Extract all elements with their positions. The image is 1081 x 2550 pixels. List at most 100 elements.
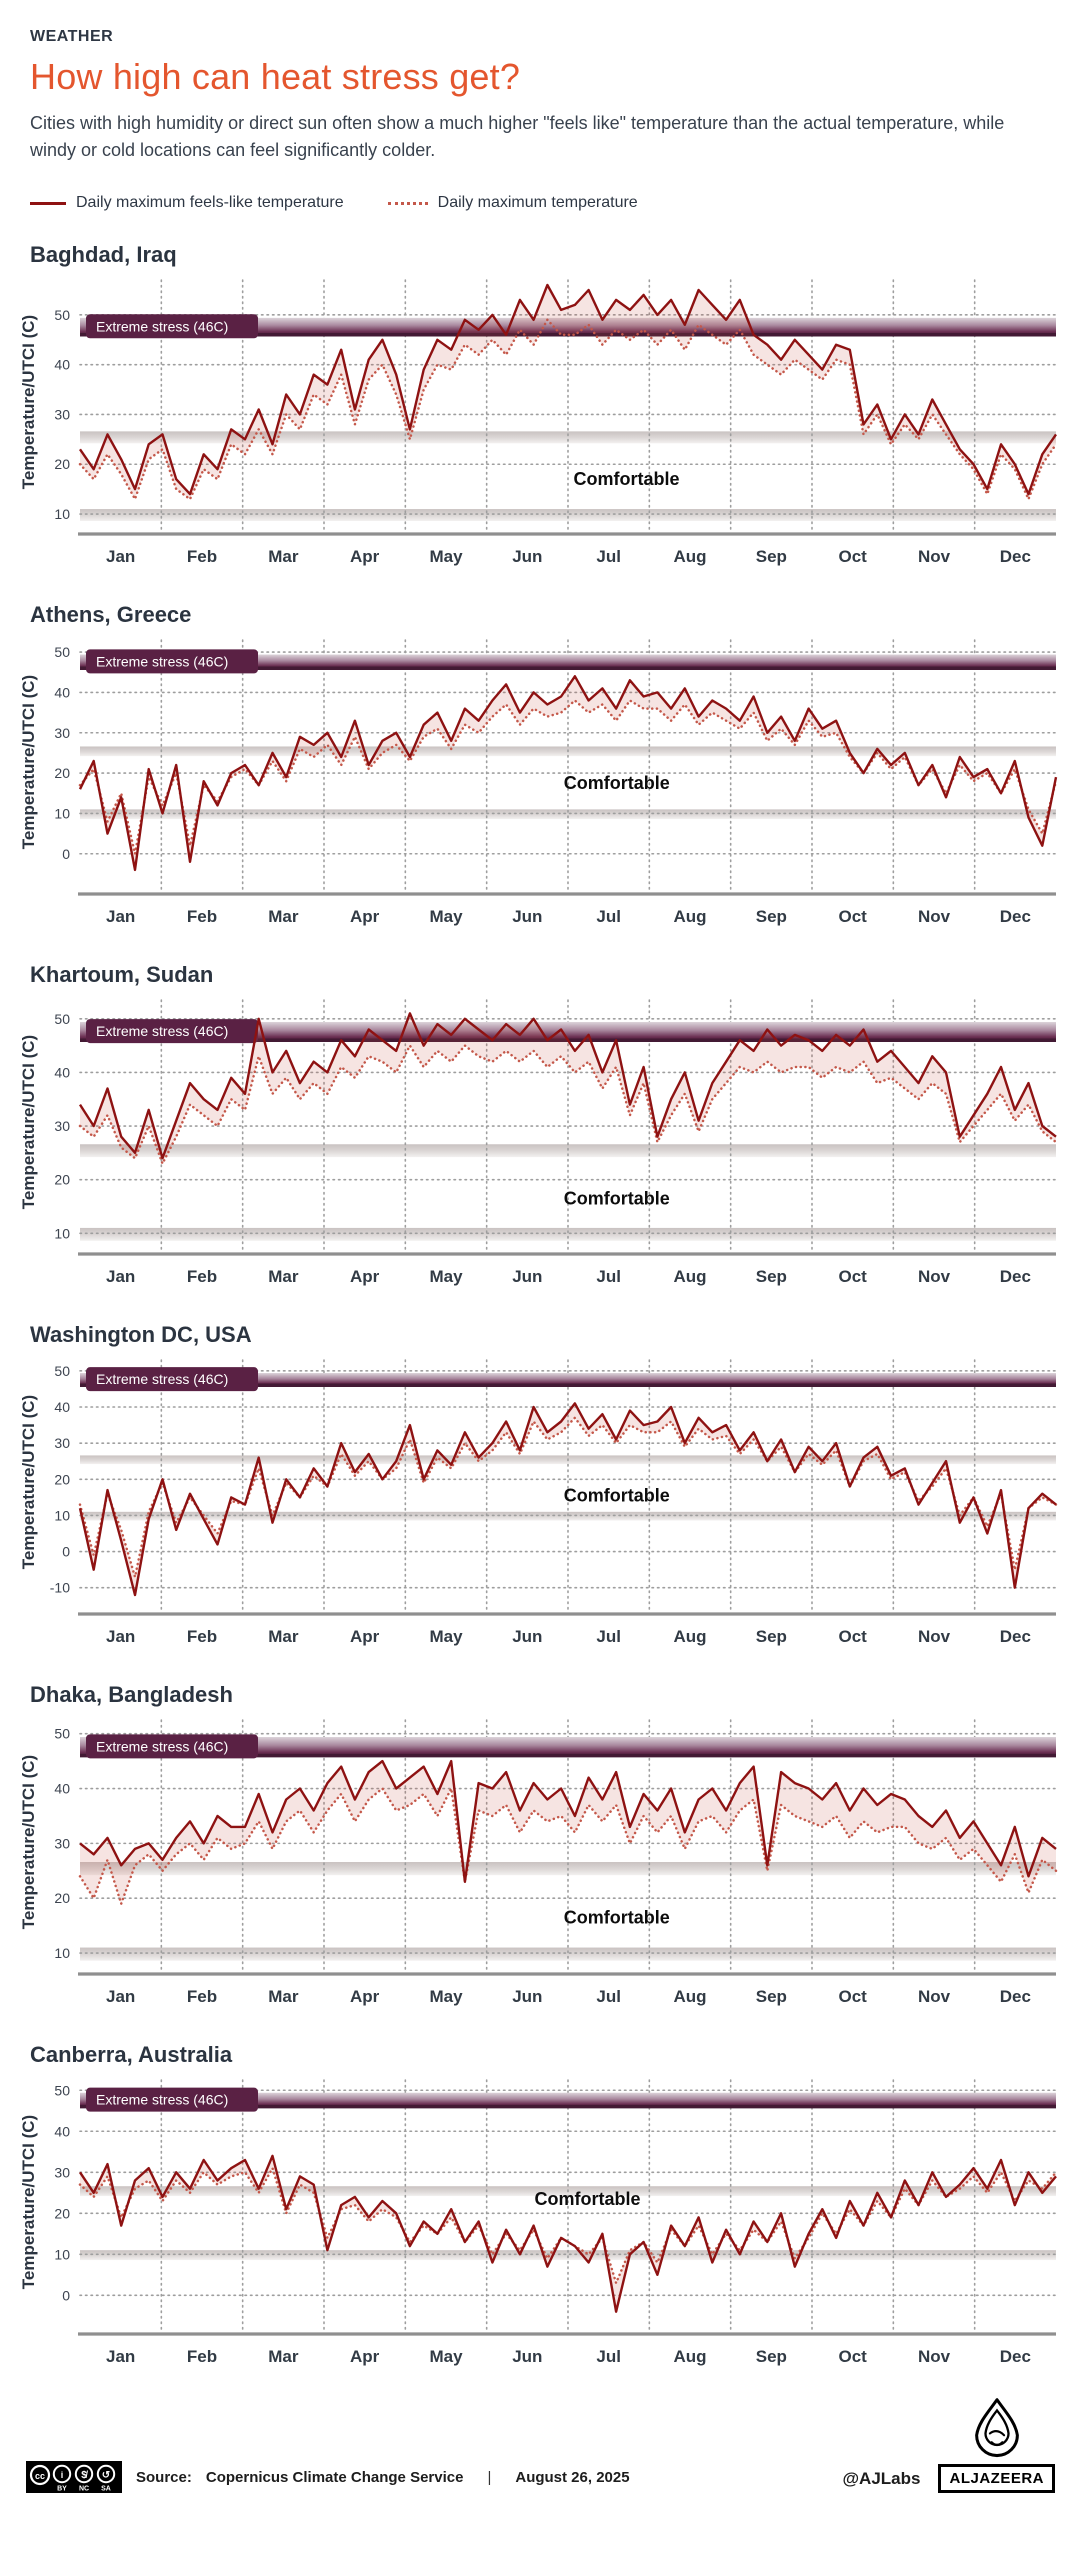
svg-text:40: 40 xyxy=(54,1781,70,1797)
svg-text:cc: cc xyxy=(35,2471,45,2481)
svg-text:10: 10 xyxy=(54,1945,70,1961)
svg-text:30: 30 xyxy=(54,406,70,422)
svg-text:40: 40 xyxy=(54,357,70,373)
legend-label: Daily maximum feels-like temperature xyxy=(76,194,344,211)
svg-text:Jan: Jan xyxy=(106,1267,135,1286)
ajlabs-credit: @AJLabs xyxy=(842,2469,921,2488)
svg-text:0: 0 xyxy=(62,2287,70,2303)
chart-canvas: 10 20 30 40 50 Extreme stress (46C) Comfortabl… xyxy=(19,1719,1058,2006)
brand: ALJAZEERA xyxy=(938,2398,1055,2493)
svg-text:Dec: Dec xyxy=(1000,1627,1031,1646)
chart-khartoum: 10 20 30 40 50 Extreme stress (46C) Comfortabl… xyxy=(0,988,1081,1292)
svg-text:40: 40 xyxy=(54,1399,70,1415)
svg-text:-10: -10 xyxy=(50,1580,70,1596)
svg-text:Mar: Mar xyxy=(268,1627,299,1646)
source-value: Copernicus Climate Change Service xyxy=(205,2468,464,2486)
svg-text:Jan: Jan xyxy=(106,2347,135,2366)
svg-text:30: 30 xyxy=(54,2164,70,2180)
svg-text:Sep: Sep xyxy=(756,547,787,566)
svg-text:NC: NC xyxy=(79,2486,89,2493)
svg-text:20: 20 xyxy=(54,1890,70,1906)
chart-title: Athens, Greece xyxy=(30,602,192,627)
svg-text:30: 30 xyxy=(54,1435,70,1451)
svg-text:50: 50 xyxy=(54,1011,70,1027)
svg-text:Dec: Dec xyxy=(1000,907,1031,926)
chart-canberra: 0 10 20 30 40 50 Extreme stress (46C) Comfortab… xyxy=(0,2068,1081,2372)
svg-text:Aug: Aug xyxy=(673,1987,706,2006)
chart-title: Canberra, Australia xyxy=(30,2042,233,2067)
svg-text:Feb: Feb xyxy=(187,1987,217,2006)
svg-text:30: 30 xyxy=(54,1118,70,1134)
svg-text:May: May xyxy=(429,547,463,566)
svg-text:Feb: Feb xyxy=(187,547,217,566)
svg-text:Oct: Oct xyxy=(838,907,867,926)
svg-text:$̸: $̸ xyxy=(81,2469,89,2481)
svg-text:Oct: Oct xyxy=(838,1267,867,1286)
footer-left: cc i $̸ ↺ BY NC SA Source: Copernicus Cl… xyxy=(26,2461,630,2493)
kicker: WEATHER xyxy=(30,28,114,45)
svg-text:40: 40 xyxy=(54,1064,70,1080)
chart-canvas: -10 0 10 20 30 40 50 Extreme stress (46C) Comfor… xyxy=(19,1359,1058,1646)
svg-text:50: 50 xyxy=(54,307,70,323)
svg-text:Aug: Aug xyxy=(673,547,706,566)
svg-text:May: May xyxy=(429,2347,463,2366)
svg-text:Comfortable: Comfortable xyxy=(564,1486,670,1506)
svg-text:Comfortable: Comfortable xyxy=(564,1907,670,1927)
svg-text:Extreme stress (46C): Extreme stress (46C) xyxy=(96,2092,228,2108)
svg-text:Nov: Nov xyxy=(918,907,951,926)
svg-text:Oct: Oct xyxy=(838,547,867,566)
svg-text:Sep: Sep xyxy=(756,1267,787,1286)
svg-text:Jun: Jun xyxy=(512,907,542,926)
svg-text:30: 30 xyxy=(54,1835,70,1851)
svg-text:Temperature/UTCI (C): Temperature/UTCI (C) xyxy=(19,1035,38,1209)
svg-text:Jun: Jun xyxy=(512,1267,542,1286)
svg-text:10: 10 xyxy=(54,2246,70,2262)
svg-text:50: 50 xyxy=(54,2082,70,2098)
svg-text:Temperature/UTCI (C): Temperature/UTCI (C) xyxy=(19,315,38,489)
svg-text:Mar: Mar xyxy=(268,2347,299,2366)
svg-text:Sep: Sep xyxy=(756,2347,787,2366)
svg-text:20: 20 xyxy=(54,456,70,472)
chart-title: Khartoum, Sudan xyxy=(30,962,214,987)
svg-text:Aug: Aug xyxy=(673,1627,706,1646)
svg-text:Jan: Jan xyxy=(106,907,135,926)
svg-text:Mar: Mar xyxy=(268,907,299,926)
chart-section-baghdad: Baghdad, Iraq 10 20 30 40 50 Extreme stress (… xyxy=(0,242,1081,572)
svg-text:Mar: Mar xyxy=(268,1987,299,2006)
svg-text:Feb: Feb xyxy=(187,2347,217,2366)
footer-right: @AJLabs ALJAZEERA xyxy=(842,2398,1055,2493)
svg-text:50: 50 xyxy=(54,1363,70,1379)
source-line: Source: Copernicus Climate Change Servic… xyxy=(136,2469,630,2486)
svg-text:Comfortable: Comfortable xyxy=(535,2189,641,2209)
legend-item-actual: Daily maximum temperature xyxy=(387,194,638,212)
svg-text:Apr: Apr xyxy=(350,547,380,566)
svg-text:Oct: Oct xyxy=(838,1987,867,2006)
svg-text:Aug: Aug xyxy=(673,907,706,926)
svg-text:Jun: Jun xyxy=(512,1627,542,1646)
source-label: Source: xyxy=(136,2468,192,2486)
publish-date: August 26, 2025 xyxy=(515,2468,630,2486)
svg-text:Feb: Feb xyxy=(187,907,217,926)
svg-text:Comfortable: Comfortable xyxy=(564,773,670,793)
chart-section-khartoum: Khartoum, Sudan 10 20 30 40 50 Extreme stress… xyxy=(0,962,1081,1292)
svg-text:Jan: Jan xyxy=(106,1627,135,1646)
svg-text:20: 20 xyxy=(54,1471,70,1487)
svg-text:↺: ↺ xyxy=(102,2470,110,2481)
svg-text:Comfortable: Comfortable xyxy=(564,1188,670,1208)
svg-text:Extreme stress (46C): Extreme stress (46C) xyxy=(96,318,228,334)
chart-section-washington: Washington DC, USA -10 0 10 20 30 40 50 Extreme… xyxy=(0,1322,1081,1652)
svg-text:Sep: Sep xyxy=(756,1627,787,1646)
aljazeera-wordmark: ALJAZEERA xyxy=(938,2464,1055,2493)
separator: | xyxy=(487,2468,492,2486)
chart-title: Washington DC, USA xyxy=(30,1322,252,1347)
svg-text:50: 50 xyxy=(54,1726,70,1742)
chart-section-canberra: Canberra, Australia 0 10 20 30 40 50 Extreme s… xyxy=(0,2042,1081,2372)
svg-text:0: 0 xyxy=(62,846,70,862)
chart-canvas: 0 10 20 30 40 50 Extreme stress (46C) Comfortab… xyxy=(19,639,1058,926)
svg-text:20: 20 xyxy=(54,2205,70,2221)
aljazeera-flame-icon xyxy=(974,2398,1019,2458)
svg-text:10: 10 xyxy=(54,1507,70,1523)
svg-text:Jun: Jun xyxy=(512,547,542,566)
chart-section-dhaka: Dhaka, Bangladesh 10 20 30 40 50 Extreme stre… xyxy=(0,1682,1081,2012)
